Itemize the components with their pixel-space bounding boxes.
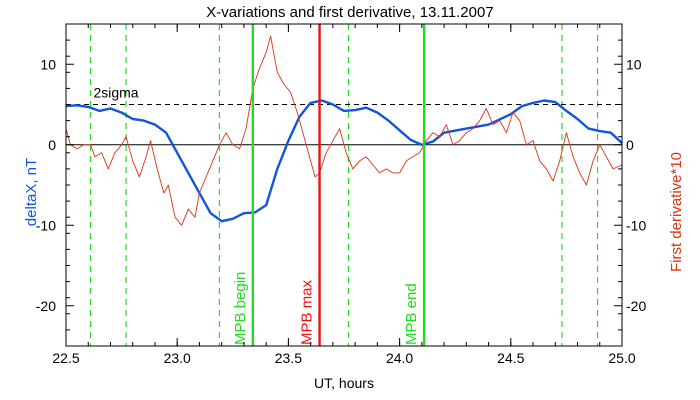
x-tick-label: 24.5 [497,350,524,366]
x-axis-label: UT, hours [314,375,374,391]
y-tick-label-right: -10 [626,217,646,233]
series-line-derivative [65,35,623,226]
x-tick-label: 23.0 [164,350,191,366]
marker-label: MPB begin [232,272,249,345]
x-tick-label: 25.0 [608,350,635,366]
y-tick-label-left: 0 [48,137,56,153]
chart-title: X-variations and first derivative, 13.11… [206,4,493,21]
plot-area: 2sigma MPB begin MPB max MPB end 22.5 23.0 23.… [36,23,646,366]
y-axis-label-right: First derivative*10 [668,152,685,272]
x-tick-label: 24.0 [386,350,413,366]
y-tick-label-right: 10 [626,56,642,72]
y-tick-label-left: -10 [36,217,56,233]
marker-label: MPB max [299,279,316,345]
y-axis-label-left: deltaX, nT [23,158,40,226]
x-tick-label: 23.5 [275,350,302,366]
marker-label: MPB end [403,283,420,345]
y-tick-label-right: 0 [626,137,634,153]
threshold-label: 2sigma [93,85,138,101]
y-tick-label-left: -20 [36,298,56,314]
x-tick-label: 22.5 [52,350,79,366]
series-line-deltax [65,99,623,223]
y-tick-label-left: 10 [40,56,56,72]
y-tick-label-right: -20 [626,298,646,314]
